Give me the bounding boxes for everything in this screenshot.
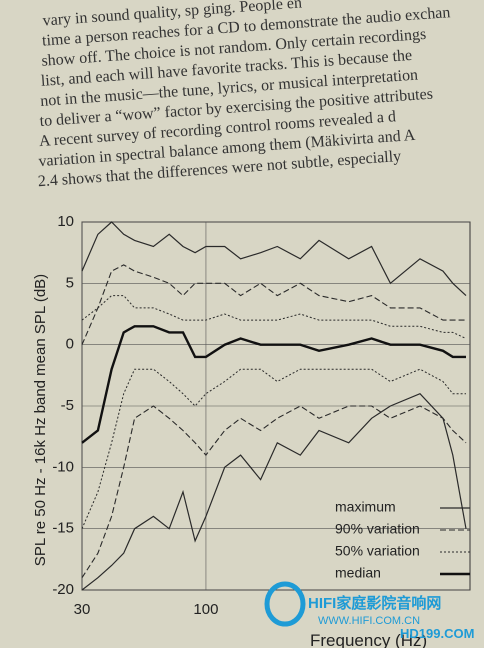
watermark-text: HIFI家庭影院音响网 [308,594,441,612]
y-tick-label: -10 [52,458,74,475]
series-line [81,368,466,529]
watermark-logo [264,581,306,627]
y-tick-label: -5 [61,397,74,414]
x-tick-label: 100 [193,601,218,618]
series-line [81,405,467,578]
series-line [81,325,466,444]
legend-label: median [335,565,381,581]
x-tick-label: 30 [74,601,91,618]
y-tick-label: 10 [57,213,74,230]
y-tick-label: -15 [52,520,74,537]
y-tick-label: 5 [66,274,74,291]
series-line [81,295,467,339]
series-line [81,264,466,345]
x-axis-label: Frequency (Hz) [310,631,427,648]
watermark-url: WWW.HIFI.COM.CN [318,615,420,627]
watermark-url: HD199.COM [400,626,474,641]
y-tick-label: -20 [52,581,74,598]
legend-label: 50% variation [335,543,420,559]
y-tick-label: 0 [66,336,74,353]
text-block: vary in sound quality, sp ging. People e… [37,0,451,190]
series-line [81,392,467,591]
legend-label: 90% variation [335,521,420,537]
legend-label: maximum [335,499,396,515]
y-axis-label: SPL re 50 Hz - 16k Hz band mean SPL (dB) [32,274,49,566]
watermark: HIFI家庭影院音响网 WWW.HIFI.COM.CN HD199.COM [264,581,474,641]
series-line [81,221,467,297]
